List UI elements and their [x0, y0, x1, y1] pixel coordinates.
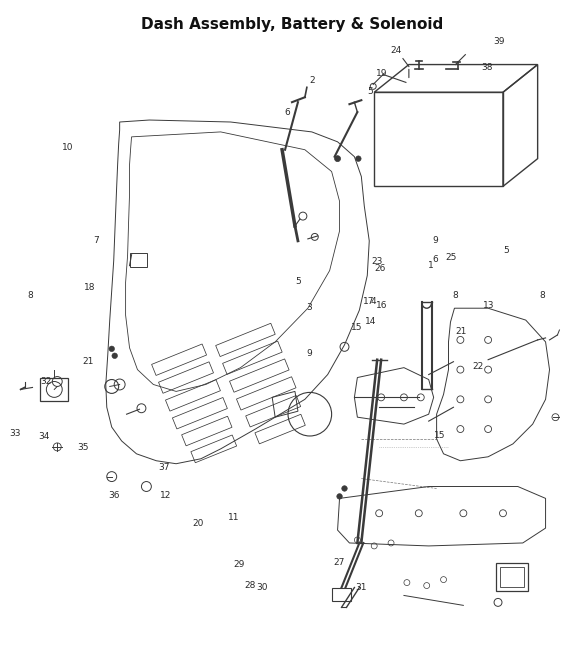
Text: 39: 39	[493, 36, 505, 46]
Text: 5: 5	[503, 246, 509, 255]
Text: 22: 22	[472, 362, 484, 371]
Text: 8: 8	[452, 292, 458, 300]
Text: 20: 20	[193, 519, 204, 528]
Circle shape	[337, 494, 342, 499]
Circle shape	[342, 486, 347, 491]
Text: 28: 28	[245, 581, 256, 590]
Circle shape	[356, 156, 361, 161]
Text: 35: 35	[77, 442, 88, 451]
Bar	[332, 588, 352, 602]
Text: 19: 19	[376, 69, 387, 79]
Text: 29: 29	[233, 560, 245, 568]
Bar	[130, 253, 147, 266]
Text: 18: 18	[84, 284, 95, 292]
Text: 6: 6	[284, 108, 290, 117]
Text: 27: 27	[333, 559, 345, 567]
Text: 25: 25	[446, 253, 457, 262]
Text: 34: 34	[39, 432, 50, 441]
Bar	[374, 93, 503, 186]
Text: 37: 37	[158, 463, 169, 473]
Text: 13: 13	[483, 301, 495, 310]
Text: 26: 26	[374, 264, 385, 273]
Text: 3: 3	[307, 303, 312, 312]
Text: 31: 31	[356, 583, 367, 592]
Text: 24: 24	[391, 46, 402, 55]
Text: 32: 32	[40, 377, 52, 386]
Text: 33: 33	[10, 430, 21, 438]
Text: 30: 30	[256, 583, 267, 592]
Text: 21: 21	[456, 327, 467, 336]
Bar	[40, 377, 68, 401]
Text: 7: 7	[93, 236, 99, 245]
Text: 38: 38	[482, 63, 493, 72]
Text: 12: 12	[160, 491, 172, 500]
Text: 15: 15	[434, 431, 446, 440]
Text: 17: 17	[363, 297, 374, 305]
Bar	[500, 566, 524, 586]
Text: 8: 8	[539, 292, 545, 300]
Bar	[496, 563, 528, 590]
Circle shape	[112, 353, 117, 358]
Text: 23: 23	[371, 257, 383, 266]
Text: 4: 4	[370, 297, 376, 305]
Text: 15: 15	[351, 323, 363, 332]
Text: 16: 16	[376, 301, 387, 310]
Text: 1: 1	[428, 260, 434, 270]
Text: 21: 21	[83, 358, 94, 366]
Circle shape	[335, 156, 340, 162]
Text: 36: 36	[108, 491, 120, 500]
Text: 5: 5	[367, 87, 373, 96]
Text: Dash Assembly, Battery & Solenoid: Dash Assembly, Battery & Solenoid	[141, 17, 443, 32]
Text: 9: 9	[433, 236, 439, 245]
Text: 14: 14	[365, 317, 376, 327]
Text: 10: 10	[62, 143, 74, 151]
Text: 9: 9	[307, 349, 312, 358]
Text: 2: 2	[310, 76, 315, 85]
Circle shape	[109, 346, 114, 352]
Text: 5: 5	[295, 277, 301, 286]
Text: 6: 6	[433, 255, 439, 264]
Text: 8: 8	[27, 292, 33, 300]
Text: 11: 11	[228, 512, 240, 522]
